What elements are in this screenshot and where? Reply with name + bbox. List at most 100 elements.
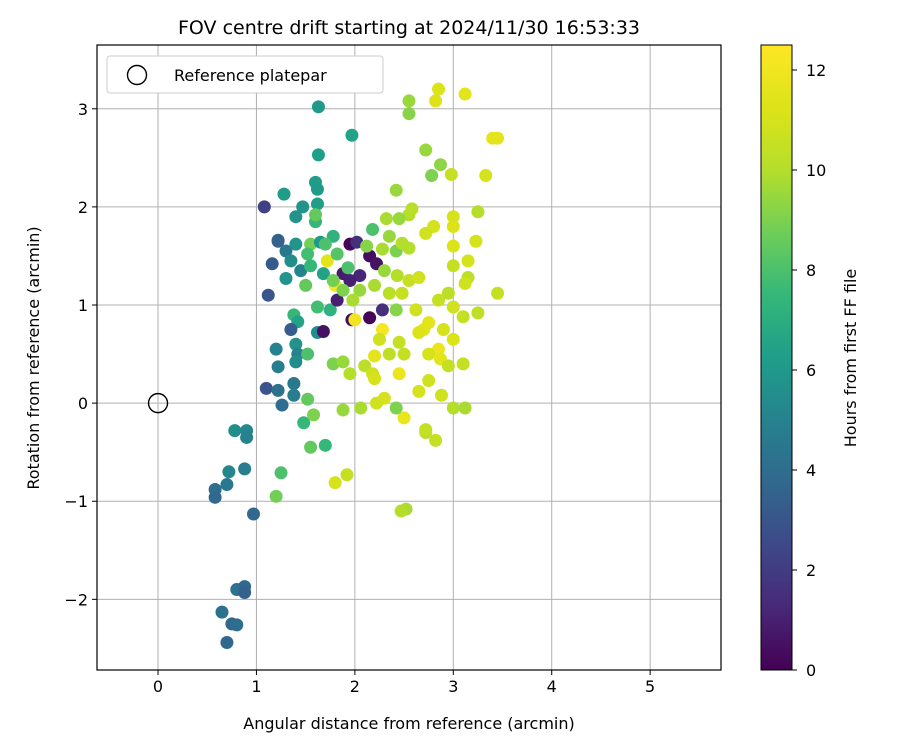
data-point bbox=[456, 310, 470, 324]
data-point bbox=[446, 239, 460, 253]
colorbar-tick-label: 6 bbox=[806, 361, 816, 380]
y-tick-label: −1 bbox=[64, 492, 88, 511]
x-tick-label: 3 bbox=[448, 677, 458, 696]
data-point bbox=[340, 468, 354, 482]
data-point bbox=[397, 411, 411, 425]
data-point bbox=[341, 261, 355, 275]
data-point bbox=[330, 293, 344, 307]
data-point bbox=[412, 271, 426, 285]
data-point bbox=[304, 237, 318, 251]
data-point bbox=[271, 383, 285, 397]
data-point bbox=[419, 226, 433, 240]
data-point bbox=[366, 222, 380, 236]
grid-lines bbox=[97, 45, 721, 670]
colorbar-tick-label: 8 bbox=[806, 261, 816, 280]
data-point bbox=[397, 347, 411, 361]
data-point bbox=[220, 478, 234, 492]
data-point bbox=[265, 257, 279, 271]
data-point bbox=[261, 288, 275, 302]
data-point bbox=[390, 269, 404, 283]
data-point bbox=[422, 347, 436, 361]
data-point bbox=[491, 131, 505, 145]
data-point bbox=[458, 276, 472, 290]
data-point bbox=[271, 360, 285, 374]
x-tick-label: 5 bbox=[645, 677, 655, 696]
data-point bbox=[379, 212, 393, 226]
data-point bbox=[471, 205, 485, 219]
y-tick-label: 3 bbox=[78, 100, 88, 119]
x-tick-label: 0 bbox=[153, 677, 163, 696]
data-point bbox=[425, 168, 439, 182]
data-point bbox=[372, 332, 386, 346]
data-point bbox=[402, 273, 416, 287]
data-point bbox=[368, 372, 382, 386]
data-point bbox=[284, 323, 298, 337]
data-point bbox=[429, 433, 443, 447]
data-point bbox=[275, 398, 289, 412]
data-point bbox=[370, 396, 384, 410]
plot-frame bbox=[96, 44, 722, 671]
data-point bbox=[432, 82, 446, 96]
data-point bbox=[289, 337, 303, 351]
data-point bbox=[330, 247, 344, 261]
x-tick-label: 4 bbox=[547, 677, 557, 696]
data-point bbox=[389, 401, 403, 415]
data-point bbox=[446, 332, 460, 346]
data-point bbox=[422, 374, 436, 388]
data-point bbox=[220, 636, 234, 650]
data-point bbox=[307, 408, 321, 422]
data-point bbox=[405, 202, 419, 216]
data-point bbox=[392, 335, 406, 349]
data-point bbox=[316, 324, 330, 338]
data-point bbox=[289, 355, 303, 369]
data-point bbox=[326, 357, 340, 371]
x-axis-ticks: 0 1 2 3 4 5 bbox=[153, 670, 655, 696]
colorbar-tick-label: 12 bbox=[806, 61, 826, 80]
data-point bbox=[491, 286, 505, 300]
data-point bbox=[310, 300, 324, 314]
colorbar-tick-label: 0 bbox=[806, 661, 816, 680]
data-point bbox=[257, 200, 271, 214]
data-point bbox=[326, 229, 340, 243]
y-tick-label: 2 bbox=[78, 198, 88, 217]
data-point bbox=[269, 489, 283, 503]
data-point bbox=[336, 283, 350, 297]
data-point bbox=[279, 244, 293, 258]
data-point bbox=[294, 264, 308, 278]
data-point bbox=[446, 259, 460, 273]
data-point bbox=[318, 237, 332, 251]
data-point bbox=[458, 401, 472, 415]
data-point bbox=[382, 347, 396, 361]
data-point bbox=[208, 490, 222, 504]
x-tick-label: 1 bbox=[251, 677, 261, 696]
data-point bbox=[336, 355, 350, 369]
reference-platepar-marker bbox=[147, 392, 169, 414]
reference-marker-layer bbox=[147, 392, 169, 414]
data-point bbox=[318, 438, 332, 452]
data-point bbox=[394, 504, 408, 518]
data-point bbox=[382, 286, 396, 300]
data-point bbox=[436, 323, 450, 337]
data-point bbox=[289, 237, 303, 251]
data-point bbox=[392, 367, 406, 381]
data-point bbox=[479, 168, 493, 182]
colorbar-label: Hours from first FF file bbox=[841, 269, 860, 448]
data-point bbox=[402, 94, 416, 108]
data-point bbox=[432, 293, 446, 307]
data-point bbox=[323, 303, 337, 317]
data-point bbox=[316, 267, 330, 281]
data-point bbox=[469, 234, 483, 248]
data-point bbox=[471, 306, 485, 320]
data-point bbox=[215, 605, 229, 619]
data-point bbox=[458, 87, 472, 101]
data-point bbox=[368, 349, 382, 363]
data-point bbox=[353, 269, 367, 283]
y-tick-label: −2 bbox=[64, 590, 88, 609]
data-point bbox=[395, 286, 409, 300]
data-point bbox=[343, 273, 357, 287]
data-point bbox=[301, 392, 315, 406]
legend-reference-marker bbox=[126, 64, 148, 86]
data-point bbox=[377, 264, 391, 278]
data-point bbox=[422, 316, 436, 330]
